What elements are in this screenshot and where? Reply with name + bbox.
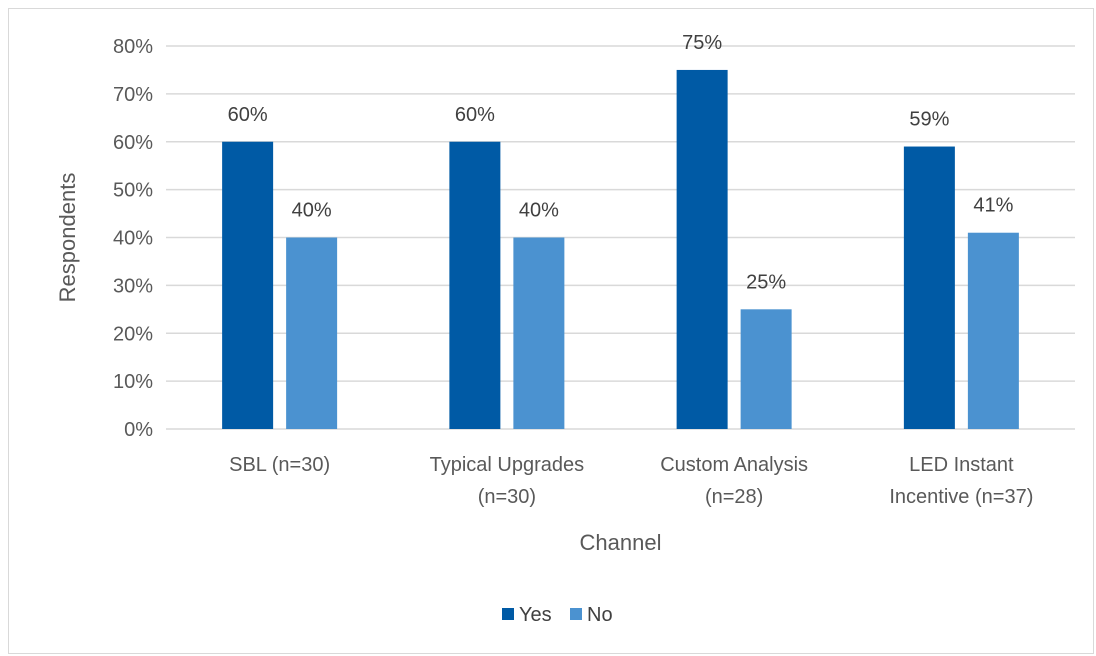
bar-yes xyxy=(449,141,501,429)
data-label: 75% xyxy=(682,32,722,54)
legend-swatch-no xyxy=(570,608,582,620)
y-tick-label: 0% xyxy=(124,419,153,441)
x-tick-label: Incentive (n=37) xyxy=(889,486,1033,508)
x-tick-label: (n=30) xyxy=(478,486,536,508)
bar-no xyxy=(513,237,565,429)
y-tick-label: 30% xyxy=(113,275,153,297)
bar-yes xyxy=(222,141,274,429)
data-label: 60% xyxy=(455,104,495,126)
y-tick-label: 70% xyxy=(113,84,153,106)
bar-no xyxy=(286,237,338,429)
data-labels: 60% 40% 60% 40% 75% 25% 59% 41% xyxy=(228,32,1014,293)
x-axis-title: Channel xyxy=(580,530,662,555)
data-label: 25% xyxy=(746,271,786,293)
data-label: 60% xyxy=(228,104,268,126)
x-tick-label: LED Instant xyxy=(909,454,1014,476)
bar-chart: 0% 10% 20% 30% 40% 50% 60% 70% 80% 60% 40% 60% 40% 7… xyxy=(55,32,1075,626)
y-tick-label: 50% xyxy=(113,180,153,202)
data-label: 40% xyxy=(519,200,559,222)
data-label: 59% xyxy=(909,109,949,131)
y-tick-label: 60% xyxy=(113,132,153,154)
bars xyxy=(222,69,1019,429)
y-axis-ticks: 0% 10% 20% 30% 40% 50% 60% 70% 80% xyxy=(113,36,153,441)
x-tick-label: (n=28) xyxy=(705,486,763,508)
x-tick-label: Typical Upgrades xyxy=(430,454,585,476)
bar-yes xyxy=(676,69,728,429)
legend: Yes No xyxy=(502,604,613,626)
y-axis-title: Respondents xyxy=(55,173,80,303)
bar-no xyxy=(740,309,792,429)
y-tick-label: 80% xyxy=(113,36,153,58)
data-label: 41% xyxy=(973,195,1013,217)
legend-label-yes: Yes xyxy=(519,604,552,626)
legend-swatch-yes xyxy=(502,608,514,620)
y-tick-label: 40% xyxy=(113,228,153,250)
x-tick-label: Custom Analysis xyxy=(660,454,808,476)
data-label: 40% xyxy=(292,200,332,222)
chart-frame: 0% 10% 20% 30% 40% 50% 60% 70% 80% 60% 40% 60% 40% 7… xyxy=(8,8,1094,654)
x-tick-label: SBL (n=30) xyxy=(229,454,330,476)
bar-yes xyxy=(903,146,955,429)
y-tick-label: 20% xyxy=(113,323,153,345)
legend-label-no: No xyxy=(587,604,613,626)
x-axis-ticks: SBL (n=30) Typical Upgrades (n=30) Custom A… xyxy=(229,454,1033,508)
y-tick-label: 10% xyxy=(113,371,153,393)
bar-no xyxy=(967,232,1019,429)
